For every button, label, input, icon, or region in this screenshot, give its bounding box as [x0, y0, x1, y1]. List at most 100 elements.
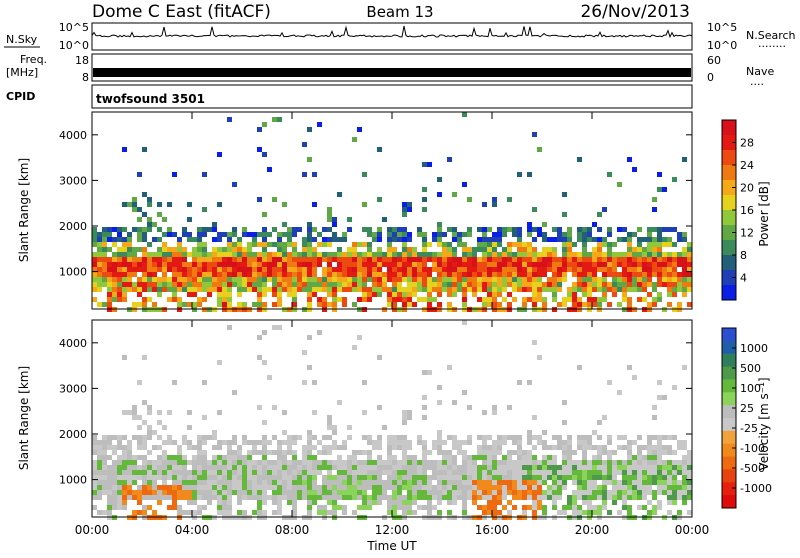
power-cell — [477, 242, 482, 247]
power-cell — [202, 232, 207, 237]
power-cell — [287, 232, 292, 237]
power-cell — [532, 277, 537, 282]
power-cell — [312, 247, 317, 252]
power-cell — [237, 282, 242, 287]
power-cell — [467, 227, 472, 232]
velocity-cell — [402, 445, 407, 450]
velocity-cell — [667, 480, 672, 485]
velocity-cell — [387, 510, 392, 515]
power-cell — [227, 257, 232, 262]
velocity-cell — [347, 475, 352, 480]
velocity-cell — [162, 455, 167, 460]
velocity-cell — [237, 510, 242, 515]
velocity-cell — [157, 445, 162, 450]
velocity-cell — [587, 490, 592, 495]
velocity-cell — [427, 465, 432, 470]
power-cell — [187, 237, 192, 242]
velocity-cell — [337, 505, 342, 510]
velocity-cell — [447, 490, 452, 495]
power-cell — [292, 267, 297, 272]
power-cell — [377, 272, 382, 277]
velocity-cell — [172, 500, 177, 505]
velocity-cell — [322, 480, 327, 485]
velocity-cell — [492, 490, 497, 495]
power-cell — [487, 237, 492, 242]
power-cell — [377, 252, 382, 257]
velocity-cell — [522, 450, 527, 455]
velocity-cell — [127, 465, 132, 470]
power-cell — [337, 272, 342, 277]
power-cell — [372, 262, 377, 267]
velocity-cell — [597, 460, 602, 465]
velocity-cell — [92, 460, 97, 465]
velocity-cell — [327, 475, 332, 480]
velocity-cell — [362, 500, 367, 505]
power-cell — [227, 297, 232, 302]
power-cell — [197, 227, 202, 232]
velocity-cell — [562, 510, 567, 515]
power-cell — [167, 227, 172, 232]
velocity-cell — [222, 510, 227, 515]
velocity-cell — [452, 455, 457, 460]
velocity-cell — [582, 500, 587, 505]
velocity-cell — [607, 460, 612, 465]
velocity-cell — [412, 475, 417, 480]
power-cell — [542, 262, 547, 267]
velocity-cell — [427, 495, 432, 500]
velocity-cell — [142, 495, 147, 500]
power-cell — [302, 262, 307, 267]
power-cell — [507, 292, 512, 297]
power-cell — [397, 237, 402, 242]
power-cell — [127, 232, 132, 237]
velocity-cell — [657, 465, 662, 470]
power-cell — [622, 297, 627, 302]
velocity-cell — [362, 480, 367, 485]
velocity-cell — [267, 450, 272, 455]
velocity-cell — [422, 415, 427, 420]
power-cell — [502, 252, 507, 257]
power-cell — [517, 267, 522, 272]
power-cell — [162, 267, 167, 272]
velocity-cell — [212, 485, 217, 490]
velocity-cell — [277, 500, 282, 505]
power-cell — [547, 267, 552, 272]
velocity-cell — [472, 455, 477, 460]
velocity-cell — [362, 490, 367, 495]
velocity-cell — [397, 470, 402, 475]
power-cell — [117, 257, 122, 262]
velocity-cell — [92, 470, 97, 475]
velocity-cell — [327, 495, 332, 500]
velocity-cell — [487, 460, 492, 465]
velocity-cell — [342, 445, 347, 450]
velocity-cell — [142, 475, 147, 480]
velocity-cell — [392, 490, 397, 495]
power-cell — [317, 252, 322, 257]
velocity-cell — [312, 435, 317, 440]
power-cell — [372, 267, 377, 272]
power-cell — [392, 232, 397, 237]
power-cell — [687, 247, 692, 252]
velocity-cell — [177, 455, 182, 460]
velocity-cell — [217, 460, 222, 465]
velocity-cell — [612, 500, 617, 505]
velocity-cell — [197, 435, 202, 440]
velocity-cell — [387, 495, 392, 500]
velocity-cell — [477, 475, 482, 480]
velocity-cell — [277, 505, 282, 510]
velocity-cell — [607, 435, 612, 440]
power-cell — [147, 202, 152, 207]
velocity-cell — [307, 500, 312, 505]
power-cell — [367, 292, 372, 297]
power-cell — [422, 252, 427, 257]
velocity-cell — [587, 500, 592, 505]
power-cell — [97, 302, 102, 307]
power-cell — [407, 262, 412, 267]
power-cell — [632, 232, 637, 237]
velocity-cell — [217, 445, 222, 450]
power-cell — [152, 257, 157, 262]
velocity-cell — [417, 480, 422, 485]
velocity-cell — [172, 440, 177, 445]
velocity-cell — [677, 485, 682, 490]
power-cell — [92, 262, 97, 267]
